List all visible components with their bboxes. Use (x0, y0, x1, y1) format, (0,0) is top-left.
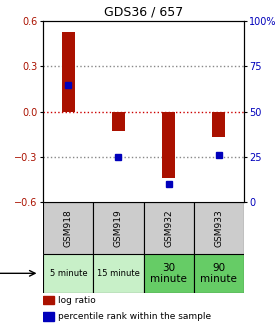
Text: GSM918: GSM918 (64, 209, 73, 247)
Bar (143, 254, 193, 293)
Bar (193, 202, 244, 254)
Text: percentile rank within the sample: percentile rank within the sample (59, 312, 212, 321)
Text: log ratio: log ratio (59, 296, 96, 305)
Bar (43, 296, 54, 304)
Text: GSM932: GSM932 (164, 209, 173, 247)
Title: GDS36 / 657: GDS36 / 657 (104, 6, 183, 19)
Bar (43, 254, 94, 293)
Text: 30
minute: 30 minute (150, 263, 187, 284)
Bar (193, 254, 244, 293)
Bar (43, 312, 54, 321)
Bar (143, 202, 193, 254)
Text: 5 minute: 5 minute (50, 269, 87, 278)
Bar (112, 112, 125, 131)
Text: GSM933: GSM933 (214, 209, 223, 247)
Bar (62, 32, 75, 112)
Bar (43, 202, 94, 254)
Text: GSM919: GSM919 (114, 209, 123, 247)
Bar (94, 254, 143, 293)
Text: 15 minute: 15 minute (97, 269, 140, 278)
Text: 90
minute: 90 minute (200, 263, 237, 284)
Bar (212, 112, 225, 137)
Bar (162, 112, 175, 178)
Bar (94, 202, 143, 254)
